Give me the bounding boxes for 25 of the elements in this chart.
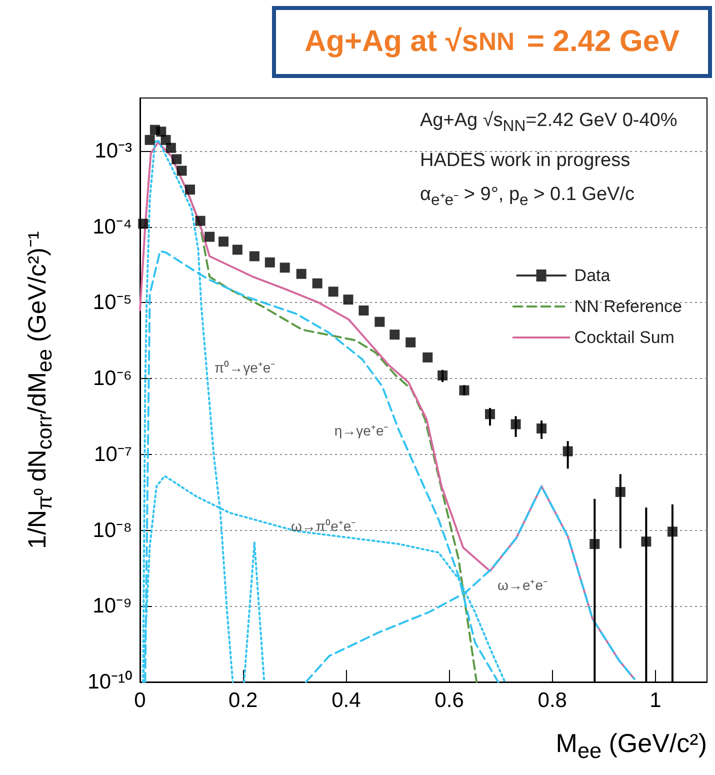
y-tick-label: 10⁻⁹ bbox=[92, 594, 132, 618]
y-tick-label: 10⁻¹⁰ bbox=[88, 670, 132, 694]
x-tick-label: 0.2 bbox=[228, 689, 258, 712]
annotation: ω→π⁰e⁺e⁻ bbox=[290, 518, 356, 536]
y-tick-label: 10⁻³ bbox=[94, 140, 132, 163]
y-tick-label: 10⁻⁷ bbox=[94, 442, 132, 466]
annotation: π⁰→γe⁺e⁻ bbox=[214, 358, 276, 377]
x-tick-label: 0.6 bbox=[434, 689, 464, 712]
y-tick-label: 10⁻⁴ bbox=[92, 215, 132, 238]
annotation: η→γe⁺e⁻ bbox=[334, 421, 389, 440]
annotation: ω→e⁺e⁻ bbox=[498, 576, 548, 594]
legend-label: Cocktail Sum bbox=[574, 328, 674, 347]
y-tick-label: 10⁻⁵ bbox=[92, 291, 132, 314]
x-tick-label: 0.4 bbox=[332, 689, 362, 712]
y-tick-label: 10⁻⁸ bbox=[92, 518, 132, 542]
y-tick-label: 10⁻⁶ bbox=[92, 367, 132, 390]
legend-label: NN Reference bbox=[574, 297, 682, 316]
annotation: Ag+Ag √s$_{NN}$=2.42 GeV 0-40% bbox=[420, 109, 678, 137]
x-tick-label: 1 bbox=[650, 689, 662, 712]
annotation: α$_{e⁺e⁻}$ > 9°, p$_{e}$ > 0.1 GeV/c bbox=[420, 182, 636, 211]
annotation: HADES work in progress bbox=[420, 148, 632, 173]
x-tick-label: 0 bbox=[134, 689, 146, 712]
legend-label: Data bbox=[574, 266, 611, 285]
x-axis-title: M$_{ee}$ (GeV/c²) bbox=[556, 728, 707, 764]
x-tick-label: 0.8 bbox=[538, 689, 567, 712]
